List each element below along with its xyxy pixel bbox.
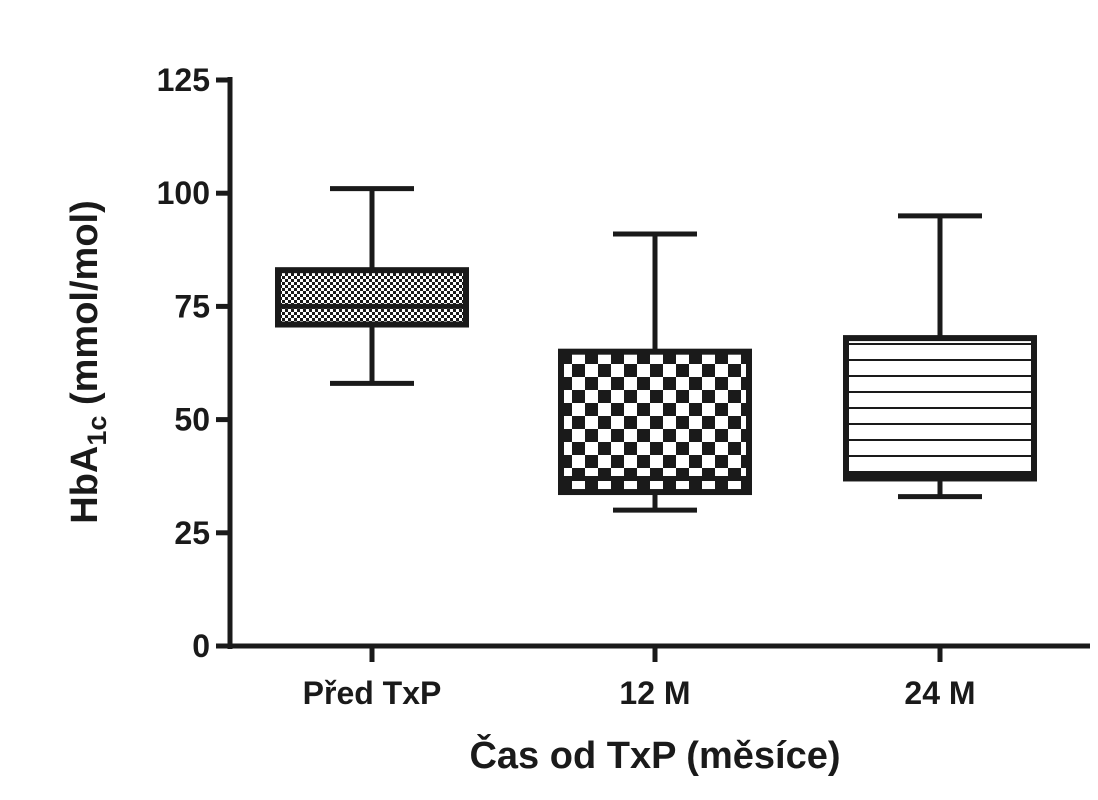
y-axis: 0 25 50 75 100 125: [157, 62, 233, 664]
y-tick-label: 125: [157, 62, 210, 98]
y-tick-label: 50: [174, 402, 210, 438]
box-3: [843, 213, 1037, 500]
box-2: [558, 231, 752, 513]
box-series: [275, 186, 1037, 513]
x-axis-title: Čas od TxP (měsíce): [469, 732, 840, 777]
x-tick-label: 12 M: [619, 675, 690, 711]
box-iqr: [275, 267, 469, 328]
y-axis-title: HbA1c (mmol/mol): [64, 200, 112, 523]
y-axis-title-subscript: 1c: [82, 416, 112, 446]
box-1: [275, 186, 469, 386]
y-tick-label: 0: [192, 628, 210, 664]
y-tick-label: 75: [174, 288, 210, 324]
x-tick-label: 24 M: [904, 675, 975, 711]
box-iqr: [558, 348, 752, 496]
y-tick-label: 100: [157, 175, 210, 211]
box-iqr: [843, 335, 1037, 482]
y-axis-title-unit: (mmol/mol): [64, 200, 106, 415]
y-axis-title-main: HbA: [64, 446, 106, 524]
y-tick-label: 25: [174, 515, 210, 551]
x-axis: Před TxP 12 M 24 M: [227, 643, 1090, 711]
x-tick-label: Před TxP: [303, 675, 442, 711]
